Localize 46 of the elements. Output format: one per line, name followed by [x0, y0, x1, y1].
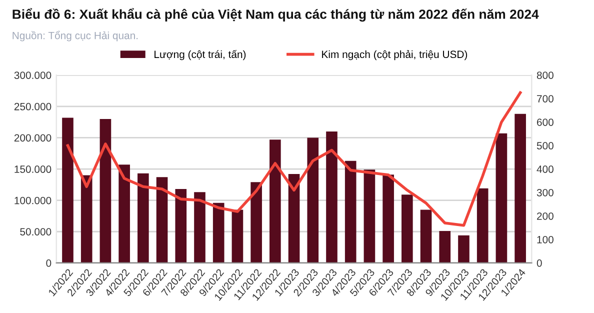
line-series — [66, 91, 522, 227]
bar — [326, 131, 338, 263]
bar — [496, 133, 508, 263]
bar — [364, 170, 376, 263]
y-tick-label: 0 — [46, 259, 52, 267]
legend-label: Lượng (cột trái, tấn) — [154, 50, 246, 60]
bar — [250, 182, 262, 263]
y2-tick-label: 700 — [537, 95, 554, 102]
bar — [100, 118, 112, 263]
bar — [344, 160, 356, 263]
bar — [402, 194, 413, 263]
bar — [62, 118, 74, 263]
bar — [175, 189, 187, 263]
y2-tick-label: 500 — [536, 142, 554, 150]
bar — [270, 140, 281, 263]
bar — [80, 175, 92, 263]
y2-tick-label: 300 — [536, 188, 554, 196]
bar — [382, 174, 394, 263]
bar — [439, 230, 451, 263]
bar — [288, 174, 300, 263]
bar — [307, 138, 319, 263]
y-tick-label: 200.000 — [14, 134, 52, 142]
y-tick-label: 300.000 — [14, 72, 52, 79]
bar — [476, 188, 488, 263]
y2-tick-label: 800 — [536, 72, 554, 79]
chart-title: Biểu đồ 6: Xuất khẩu cà phê của Việt Nam qua các tháng từ năm 2022 đến năm 2024 — [12, 8, 539, 22]
text: Nguồn: Tổng cục Hải quan. — [12, 30, 138, 42]
y-tick-label: 100.000 — [14, 196, 52, 204]
y-tick-label: 250.000 — [14, 102, 52, 110]
bar — [194, 192, 206, 263]
bar — [118, 164, 130, 263]
y2-tick-label: 400 — [536, 166, 554, 173]
y2-tick-label: 0 — [536, 259, 542, 267]
bar — [232, 210, 244, 263]
bar — [458, 235, 470, 263]
y2-tick-label: 600 — [537, 118, 554, 126]
y-tick-label: 50.000 — [20, 228, 52, 236]
y2-tick-label: 100 — [537, 236, 554, 244]
y-tick-label: 150.000 — [14, 166, 52, 173]
bar — [156, 177, 168, 263]
bar — [138, 173, 149, 263]
y2-tick-label: 200 — [537, 212, 554, 220]
bar — [212, 202, 224, 263]
bar — [514, 114, 526, 263]
legend-label: Kim ngạch (cột phải, triệu USD) — [322, 50, 468, 60]
bar — [420, 210, 432, 263]
